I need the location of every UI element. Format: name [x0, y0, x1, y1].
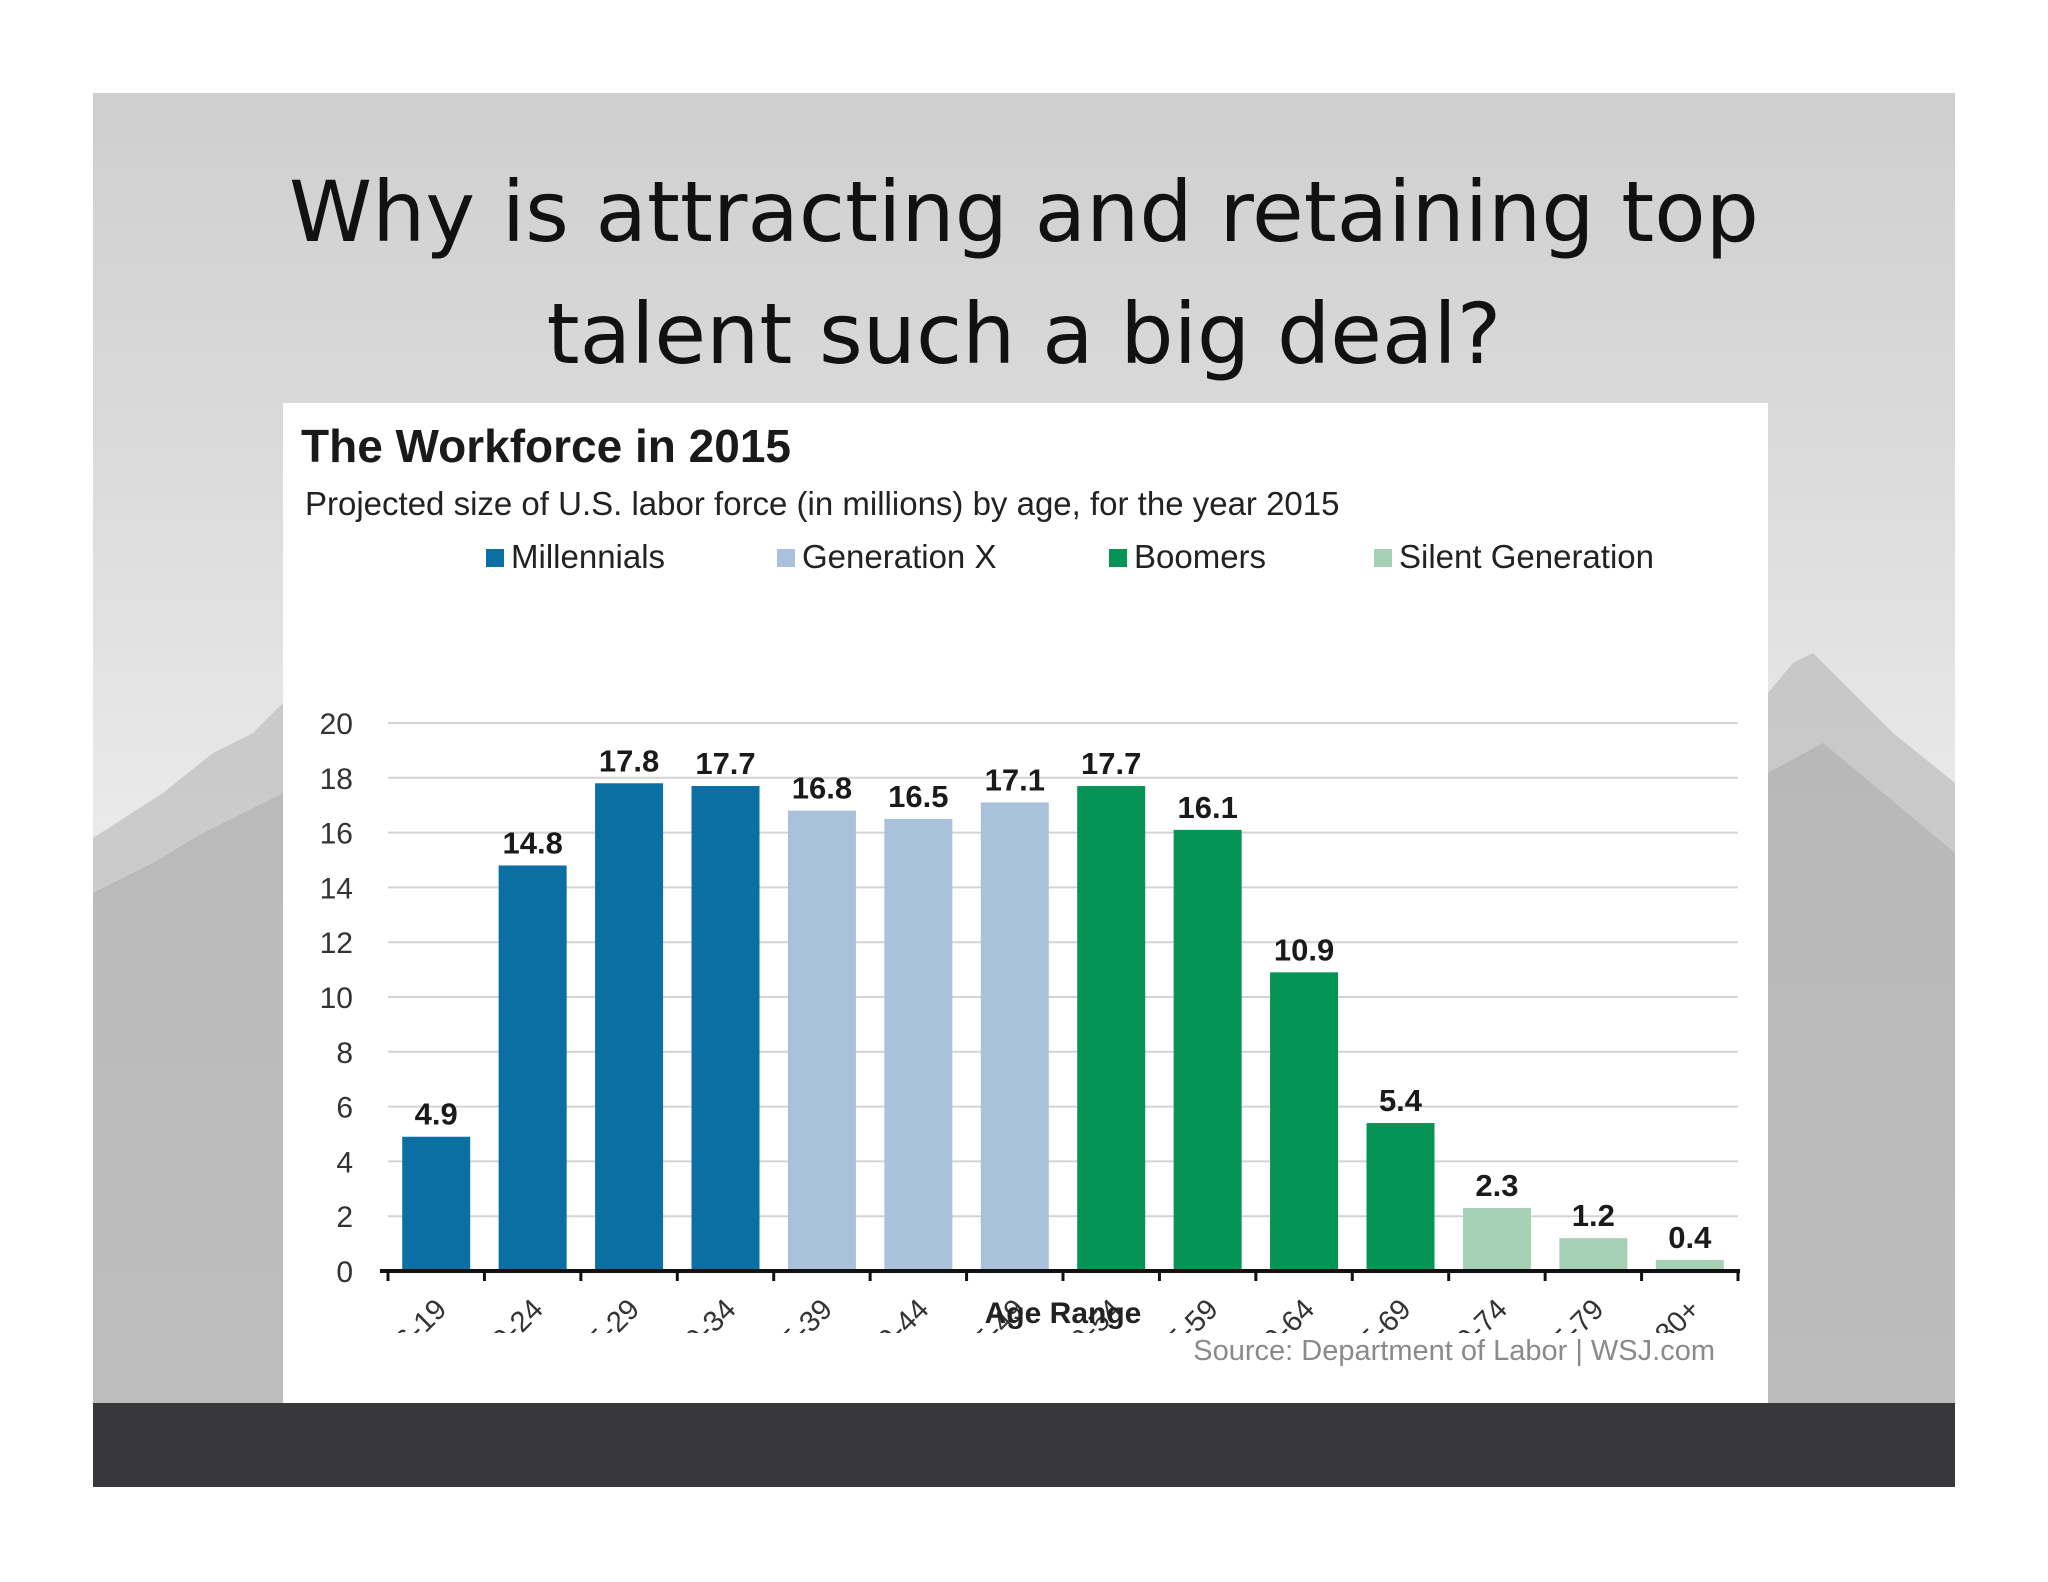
x-tick-label: 75-79 — [1535, 1293, 1610, 1333]
data-label: 1.2 — [1572, 1198, 1615, 1233]
x-tick-label: 20-24 — [475, 1293, 550, 1333]
bar-45-49 — [980, 802, 1049, 1271]
chart-subtitle: Projected size of U.S. labor force (in m… — [305, 485, 1340, 522]
y-tick-label: 16 — [320, 818, 353, 851]
x-tick-label: 80+ — [1649, 1293, 1706, 1333]
y-tick-label: 18 — [320, 763, 353, 796]
legend-swatch-boomers — [1109, 549, 1127, 567]
bar-55-59 — [1173, 829, 1242, 1271]
source-note: Source: Department of Labor | WSJ.com — [1193, 1335, 1715, 1367]
slide-title-line-1: Why is attracting and retaining top — [289, 163, 1759, 261]
legend-swatch-millennials — [486, 549, 504, 567]
legend-swatch-generation-x — [777, 549, 795, 567]
y-tick-label: 12 — [320, 927, 353, 960]
y-tick-label: 6 — [336, 1092, 353, 1125]
data-label: 4.9 — [415, 1097, 458, 1132]
y-tick-label: 10 — [320, 982, 353, 1015]
legend-label: Boomers — [1134, 538, 1266, 575]
data-label: 0.4 — [1668, 1220, 1712, 1255]
y-tick-label: 0 — [336, 1256, 353, 1289]
y-tick-label: 20 — [320, 708, 353, 741]
bar-16-19 — [402, 1136, 471, 1271]
data-label: 10.9 — [1274, 932, 1334, 967]
data-label: 16.1 — [1177, 790, 1237, 825]
data-label: 5.4 — [1379, 1083, 1423, 1118]
x-tick-label: 25-29 — [571, 1293, 646, 1333]
x-tick-label: 30-34 — [667, 1293, 742, 1333]
y-tick-label: 4 — [336, 1146, 353, 1179]
x-tick-label: 16-19 — [378, 1293, 453, 1333]
slide: Why is attracting and retaining top tale… — [93, 93, 1955, 1403]
x-tick-label: 35-39 — [764, 1293, 839, 1333]
data-label: 16.8 — [792, 771, 852, 806]
bar-60-64 — [1270, 972, 1339, 1271]
data-label: 17.7 — [1081, 746, 1141, 781]
chart-title: The Workforce in 2015 — [301, 420, 791, 472]
bar-35-39 — [787, 810, 856, 1271]
data-label: 2.3 — [1475, 1168, 1518, 1203]
bar-65-69 — [1366, 1123, 1435, 1271]
bar-30-34 — [691, 786, 760, 1271]
chart-panel: The Workforce in 2015 Projected size of … — [283, 403, 1768, 1403]
data-label: 17.1 — [985, 762, 1045, 797]
data-label: 14.8 — [502, 825, 562, 860]
data-label: 17.7 — [695, 746, 755, 781]
mountain-background-image — [93, 653, 1955, 1403]
legend-swatch-silent-generation — [1374, 549, 1392, 567]
legend-label: Millennials — [511, 538, 665, 575]
y-tick-label: 8 — [336, 1037, 353, 1070]
data-label: 16.5 — [888, 779, 948, 814]
footer-bar — [93, 1403, 1955, 1487]
legend-label: Silent Generation — [1399, 538, 1654, 575]
x-tick-label: 70-74 — [1439, 1293, 1514, 1333]
bar-25-29 — [595, 783, 664, 1271]
bar-50-54 — [1077, 786, 1146, 1271]
bar-75-79 — [1559, 1238, 1628, 1271]
bar-chart: 0 2 4 6 8 10 12 14 16 18 20 4.9 16-19 14.8 20-24 17.8 25… — [320, 538, 1740, 1333]
legend-label: Generation X — [802, 538, 996, 575]
slide-title-line-2: talent such a big deal? — [546, 285, 1502, 383]
y-tick-label: 14 — [320, 872, 353, 905]
x-tick-label: 40-44 — [860, 1293, 935, 1333]
bar-70-74 — [1462, 1207, 1531, 1271]
bar-40-44 — [884, 818, 953, 1271]
slide-title: Why is attracting and retaining top tale… — [93, 151, 1955, 395]
y-tick-label: 2 — [336, 1201, 353, 1234]
x-tick-label: 65-69 — [1342, 1293, 1417, 1333]
bar-80+ — [1655, 1260, 1724, 1271]
x-axis-title: Age Range — [985, 1297, 1142, 1330]
x-tick-label: 60-64 — [1246, 1293, 1321, 1333]
x-tick-label: 55-59 — [1150, 1293, 1225, 1333]
bar-20-24 — [498, 865, 567, 1271]
data-label: 17.8 — [599, 743, 659, 778]
